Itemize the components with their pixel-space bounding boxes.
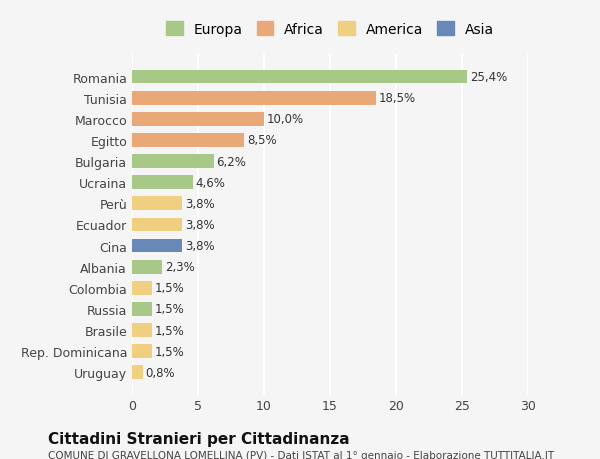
Bar — [132, 218, 182, 232]
Bar — [132, 92, 376, 105]
Bar — [132, 239, 182, 253]
Text: COMUNE DI GRAVELLONA LOMELLINA (PV) - Dati ISTAT al 1° gennaio - Elaborazione TU: COMUNE DI GRAVELLONA LOMELLINA (PV) - Da… — [48, 450, 554, 459]
Legend: Europa, Africa, America, Asia: Europa, Africa, America, Asia — [162, 18, 498, 41]
Bar — [132, 71, 467, 84]
Text: 3,8%: 3,8% — [185, 240, 214, 252]
Text: 1,5%: 1,5% — [154, 303, 184, 316]
Text: 1,5%: 1,5% — [154, 345, 184, 358]
Bar — [132, 155, 214, 168]
Text: 4,6%: 4,6% — [196, 176, 225, 189]
Text: 2,3%: 2,3% — [165, 261, 195, 274]
Bar — [132, 176, 193, 190]
Bar — [132, 366, 143, 379]
Text: 6,2%: 6,2% — [217, 155, 247, 168]
Text: Cittadini Stranieri per Cittadinanza: Cittadini Stranieri per Cittadinanza — [48, 431, 350, 447]
Text: 10,0%: 10,0% — [266, 113, 304, 126]
Bar — [132, 345, 152, 358]
Text: 3,8%: 3,8% — [185, 197, 214, 210]
Bar — [132, 112, 264, 126]
Bar — [132, 324, 152, 337]
Text: 25,4%: 25,4% — [470, 71, 507, 84]
Text: 1,5%: 1,5% — [154, 282, 184, 295]
Text: 8,5%: 8,5% — [247, 134, 277, 147]
Text: 18,5%: 18,5% — [379, 92, 416, 105]
Text: 1,5%: 1,5% — [154, 324, 184, 337]
Bar — [132, 302, 152, 316]
Bar — [132, 197, 182, 211]
Text: 0,8%: 0,8% — [145, 366, 175, 379]
Text: 3,8%: 3,8% — [185, 218, 214, 231]
Bar — [132, 260, 163, 274]
Bar — [132, 134, 244, 147]
Bar — [132, 281, 152, 295]
